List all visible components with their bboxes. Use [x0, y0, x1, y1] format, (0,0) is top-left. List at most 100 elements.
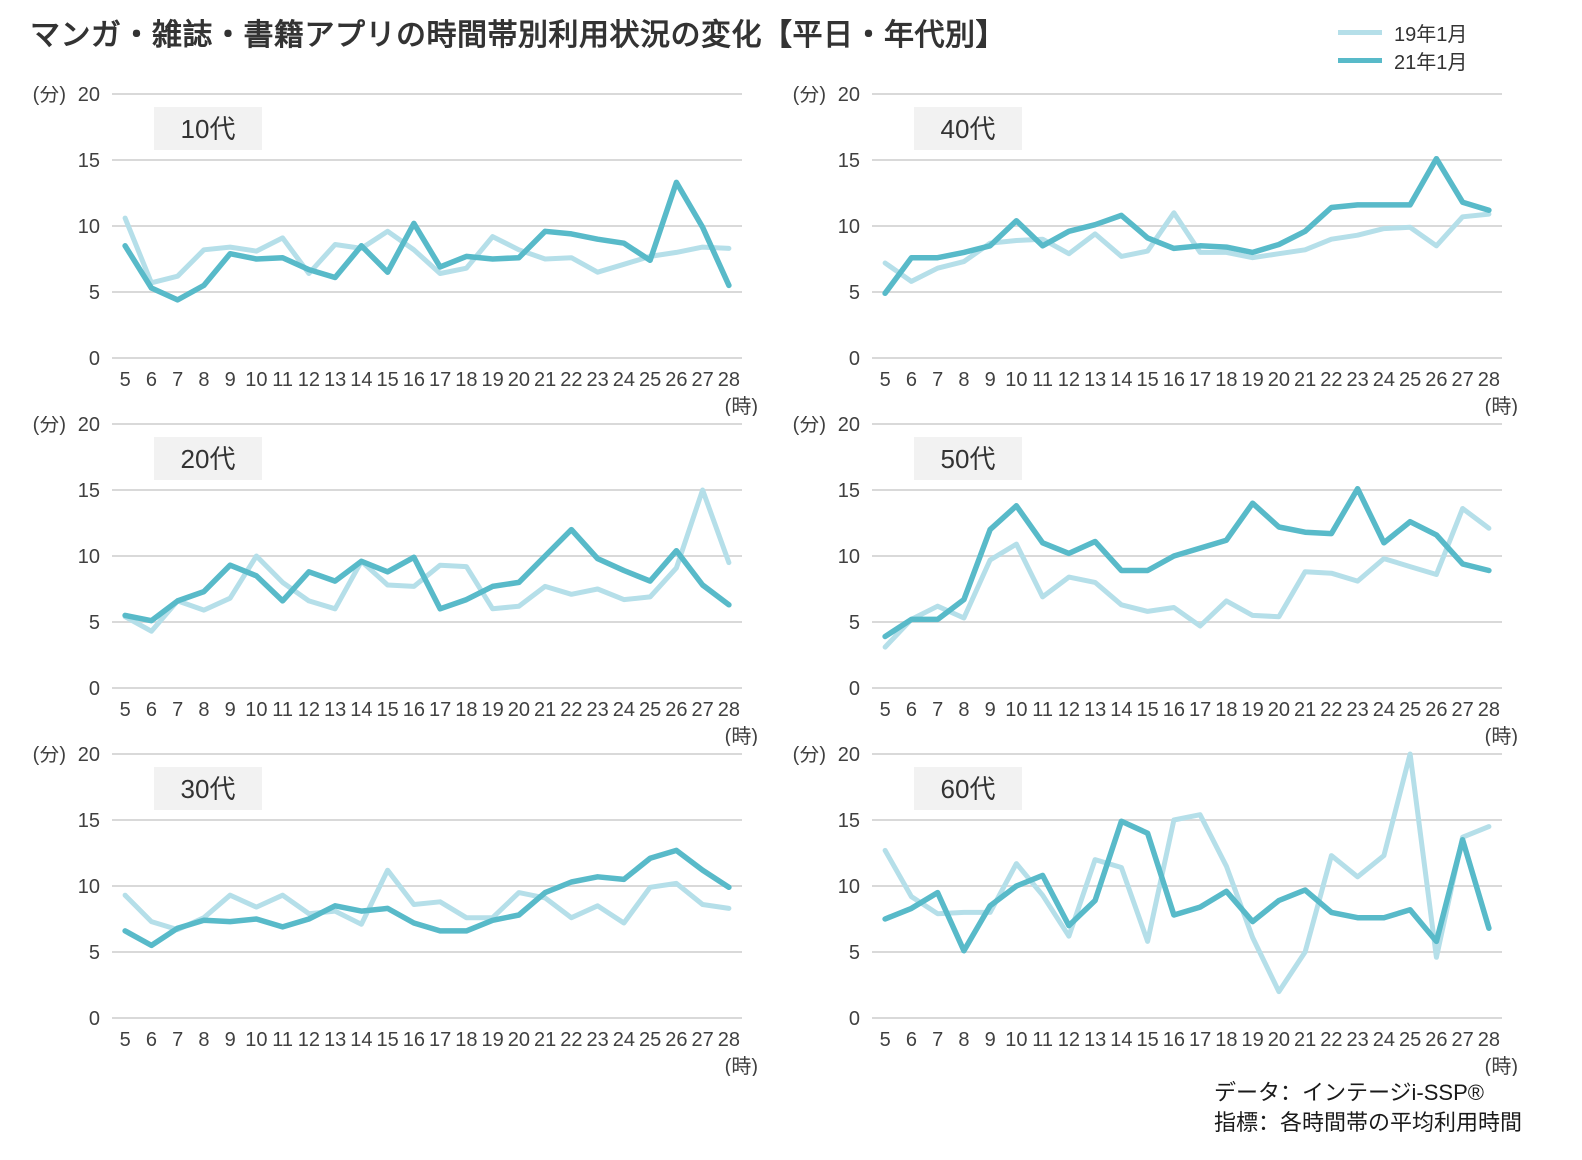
x-tick-label: 7 — [172, 1029, 183, 1051]
x-tick-label: 9 — [985, 699, 996, 721]
x-tick-label: 14 — [1110, 369, 1132, 391]
x-tick-label: 19 — [482, 1029, 504, 1051]
x-tick-label: 8 — [958, 699, 969, 721]
age-label: 20代 — [181, 444, 236, 474]
x-tick-label: 15 — [377, 1029, 399, 1051]
x-tick-label: 21 — [534, 1029, 556, 1051]
x-tick-label: 15 — [377, 699, 399, 721]
y-tick-label: 0 — [89, 1008, 100, 1030]
legend-item-19: 19年1月 — [1338, 18, 1467, 46]
x-tick-label: 18 — [1215, 369, 1237, 391]
x-tick-label: 21 — [1294, 369, 1316, 391]
x-tick-label: 9 — [225, 369, 236, 391]
x-tick-label: 18 — [455, 699, 477, 721]
x-tick-label: 10 — [1005, 1029, 1027, 1051]
x-tick-label: 14 — [1110, 699, 1132, 721]
x-tick-label: 24 — [1373, 1029, 1395, 1051]
x-tick-label: 16 — [403, 369, 425, 391]
x-tick-label: 25 — [639, 369, 661, 391]
x-tick-label: 18 — [1215, 1029, 1237, 1051]
x-tick-label: 12 — [298, 369, 320, 391]
x-tick-label: 8 — [958, 1029, 969, 1051]
y-axis-unit-label: (分) — [793, 746, 826, 766]
y-axis-unit-label: (分) — [33, 86, 66, 106]
x-tick-label: 7 — [172, 369, 183, 391]
chart-age-10s: 0 5 10 15 20 (分) 5 6 7 8 9 10 11 12 13 14 15 16 17 18 19 20 21… — [30, 83, 790, 418]
header: マンガ・雑誌・書籍アプリの時間帯別利用状況の変化【平日・年代別】 19年1月 2… — [0, 0, 1582, 86]
y-tick-label: 15 — [78, 480, 100, 502]
age-label-box — [154, 437, 262, 480]
x-tick-label: 28 — [718, 699, 740, 721]
y-tick-label: 0 — [849, 348, 860, 370]
series-line-21年1月 — [122, 847, 732, 949]
x-tick-label: 24 — [1373, 699, 1395, 721]
x-tick-label: 9 — [985, 369, 996, 391]
x-tick-label: 27 — [692, 369, 714, 391]
x-tick-label: 6 — [146, 369, 157, 391]
x-tick-label: 19 — [1242, 1029, 1264, 1051]
age-label: 40代 — [941, 114, 996, 144]
y-tick-label: 5 — [89, 282, 100, 304]
x-tick-label: 7 — [172, 699, 183, 721]
x-tick-label: 11 — [1032, 699, 1053, 721]
x-tick-label: 20 — [1268, 1029, 1290, 1051]
y-tick-label: 20 — [838, 416, 860, 436]
x-tick-label: 16 — [403, 699, 425, 721]
legend-swatch-19 — [1338, 29, 1382, 35]
x-tick-label: 21 — [1294, 1029, 1316, 1051]
x-tick-label: 11 — [272, 699, 293, 721]
y-tick-label: 10 — [838, 546, 860, 568]
chart-age-20s: 0 5 10 15 20 (分) 5 6 7 8 9 10 11 12 13 14 15 16 17 18 19 20 21… — [30, 413, 790, 748]
x-tick-label: 28 — [1478, 1029, 1500, 1051]
y-tick-label: 10 — [78, 546, 100, 568]
age-label: 30代 — [181, 774, 236, 804]
x-tick-label: 13 — [1084, 369, 1106, 391]
x-tick-label: 21 — [1294, 699, 1316, 721]
footer: データ：インテージi-SSP® 指標：各時間帯の平均利用時間 — [1214, 1078, 1522, 1138]
chart-age-50s: 0 5 10 15 20 (分) 5 6 7 8 9 10 11 12 13 14 15 16 17 18 19 20 21… — [790, 413, 1550, 748]
y-tick-label: 0 — [849, 1008, 860, 1030]
y-tick-label: 10 — [838, 876, 860, 898]
series-line-21年1月 — [122, 179, 732, 303]
x-tick-label: 23 — [1347, 369, 1369, 391]
y-tick-label: 15 — [78, 810, 100, 832]
data-source-note: データ：インテージi-SSP® — [1213, 1080, 1484, 1105]
legend-label-21: 21年1月 — [1394, 51, 1468, 74]
x-tick-label: 13 — [324, 1029, 346, 1051]
x-tick-label: 23 — [587, 1029, 609, 1051]
legend-swatch-21 — [1338, 57, 1382, 63]
x-tick-label: 17 — [429, 699, 451, 721]
age-label-box — [914, 437, 1022, 480]
x-tick-label: 17 — [1189, 369, 1211, 391]
x-tick-label: 28 — [718, 369, 740, 391]
y-tick-label: 20 — [78, 86, 100, 106]
x-tick-label: 15 — [377, 369, 399, 391]
x-tick-label: 27 — [1452, 699, 1474, 721]
x-tick-label: 20 — [508, 699, 530, 721]
x-tick-label: 23 — [1347, 699, 1369, 721]
x-tick-label: 27 — [692, 699, 714, 721]
x-tick-label: 5 — [880, 369, 891, 391]
y-tick-label: 0 — [89, 348, 100, 370]
x-tick-label: 25 — [1399, 369, 1421, 391]
x-tick-label: 6 — [906, 699, 917, 721]
x-tick-label: 13 — [1084, 699, 1106, 721]
series-line-21年1月 — [882, 485, 1492, 640]
chart-age-30s: 0 5 10 15 20 (分) 5 6 7 8 9 10 11 12 13 14 15 16 17 18 19 20 21… — [30, 743, 790, 1078]
series-line-19年1月 — [122, 215, 732, 286]
y-tick-label: 10 — [838, 216, 860, 238]
age-label-box — [154, 767, 262, 810]
x-tick-label: 25 — [639, 1029, 661, 1051]
age-label: 10代 — [181, 114, 236, 144]
chart-age-40s: 0 5 10 15 20 (分) 5 6 7 8 9 10 11 12 13 14 15 16 17 18 19 20 21… — [790, 83, 1550, 418]
x-tick-label: 15 — [1137, 1029, 1159, 1051]
x-tick-label: 24 — [613, 699, 635, 721]
x-axis-unit-label: (時) — [725, 395, 758, 416]
series-line-19年1月 — [882, 506, 1492, 650]
y-tick-label: 15 — [838, 480, 860, 502]
series-line-19年1月 — [122, 487, 732, 634]
x-axis-unit-label: (時) — [1485, 725, 1518, 746]
